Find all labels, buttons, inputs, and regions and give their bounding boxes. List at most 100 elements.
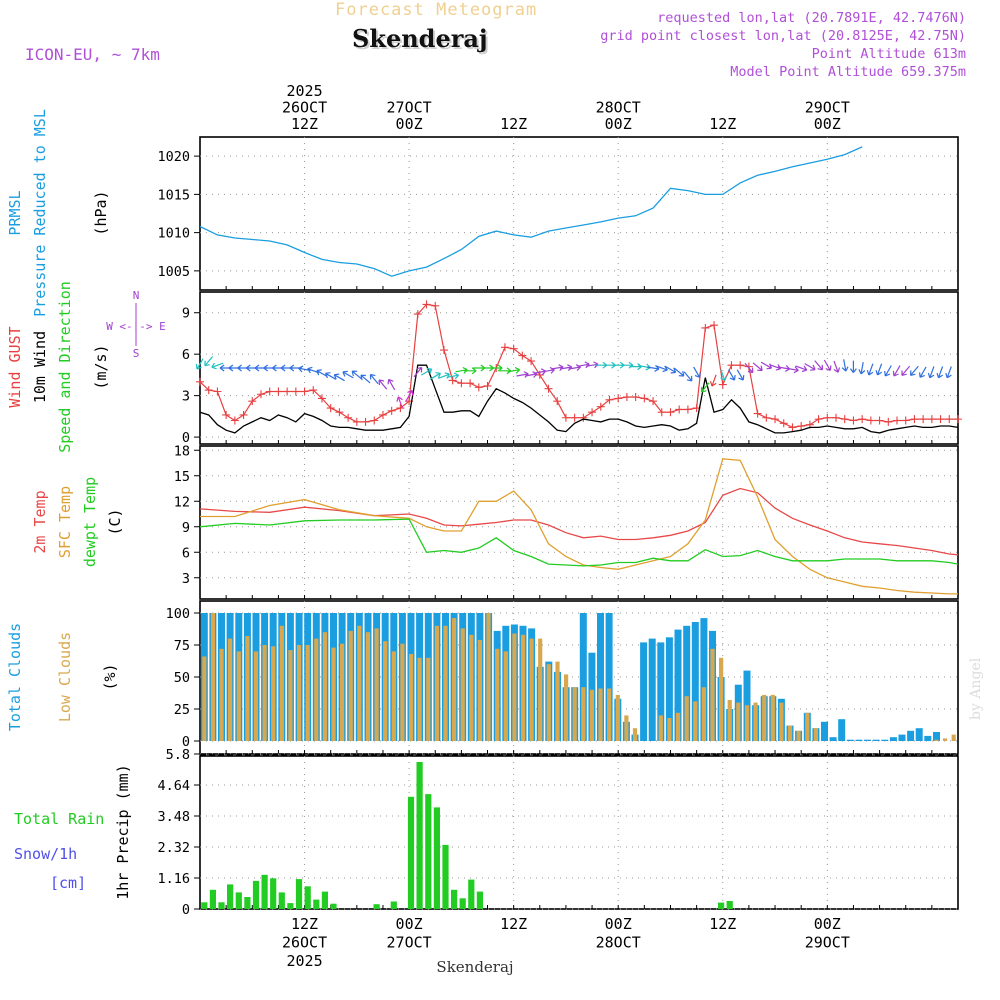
low-cloud-bar bbox=[383, 641, 388, 741]
gust-marker bbox=[945, 415, 954, 424]
gust-marker bbox=[788, 423, 797, 432]
gust-marker bbox=[396, 404, 405, 413]
wind-direction-arrow bbox=[736, 369, 745, 381]
wind-direction-arrow bbox=[875, 363, 883, 376]
gust-marker bbox=[727, 361, 736, 370]
gust-marker bbox=[893, 416, 902, 425]
gust-marker bbox=[344, 413, 353, 422]
wind-direction-arrow bbox=[369, 373, 379, 385]
low-cloud-bar bbox=[529, 638, 534, 741]
total-cloud-bar bbox=[821, 721, 828, 741]
gust-marker bbox=[196, 377, 204, 386]
low-cloud-bar bbox=[365, 632, 371, 741]
gust-marker bbox=[701, 323, 710, 332]
cloud-label-total: Total Clouds bbox=[6, 623, 24, 731]
panel-frame-temperature bbox=[199, 445, 959, 600]
total-cloud-bar bbox=[648, 638, 656, 741]
gust-marker bbox=[858, 415, 867, 424]
wind-direction-arrow bbox=[833, 360, 841, 373]
temp-label-dewpt: dewpt Temp bbox=[81, 477, 99, 567]
low-cloud-bar bbox=[727, 700, 732, 741]
top-time-label: 28OCT bbox=[596, 99, 641, 117]
low-cloud-bar bbox=[460, 628, 465, 741]
top-time-label: 29OCT bbox=[805, 99, 850, 117]
total-cloud-bar bbox=[915, 728, 923, 741]
gust-marker bbox=[596, 402, 605, 411]
low-cloud-bar bbox=[572, 687, 577, 741]
wind-direction-arrow bbox=[693, 366, 701, 378]
wind-direction-arrow bbox=[316, 369, 328, 378]
rain-bar bbox=[425, 794, 432, 909]
wind-direction-arrow bbox=[744, 363, 754, 374]
gust-marker bbox=[762, 413, 771, 422]
gust-marker bbox=[387, 406, 396, 415]
wind-direction-arrow bbox=[752, 362, 763, 372]
wind-direction-arrow bbox=[360, 374, 371, 384]
gust-marker bbox=[474, 383, 483, 392]
ytick-label-precip: 1.16 bbox=[157, 871, 190, 887]
ytick-label-precip: 0 bbox=[182, 902, 190, 918]
low-cloud-bar bbox=[434, 625, 439, 741]
dewpt-line bbox=[199, 518, 959, 567]
wind-direction-arrow bbox=[507, 366, 521, 374]
precip-label-unit: 1hr Precip (mm) bbox=[114, 764, 132, 899]
pressure-label-prmsl: PRMSL bbox=[6, 190, 24, 235]
total-cloud-bar bbox=[846, 739, 854, 741]
gust-marker bbox=[832, 413, 841, 422]
low-cloud-bar bbox=[710, 648, 715, 741]
total-cloud-bar bbox=[838, 719, 846, 741]
gust-marker bbox=[779, 419, 788, 428]
ytick-label-temperature: 9 bbox=[182, 520, 190, 536]
ytick-label-wind: 9 bbox=[182, 306, 190, 322]
wind-direction-arrow bbox=[396, 396, 403, 409]
top-time-label: 12Z bbox=[500, 115, 527, 133]
wind-direction-arrow bbox=[405, 389, 414, 402]
total-cloud-bar bbox=[864, 739, 871, 741]
low-cloud-bar bbox=[348, 630, 353, 741]
gust-marker bbox=[335, 408, 344, 417]
gust-marker bbox=[439, 346, 448, 355]
gust-marker bbox=[753, 409, 762, 418]
rain-bar bbox=[451, 889, 458, 909]
ytick-label-clouds: 50 bbox=[174, 670, 190, 686]
wind-direction-arrow bbox=[814, 360, 824, 371]
total-cloud-bar bbox=[579, 613, 587, 741]
low-cloud-bar bbox=[262, 645, 267, 741]
gust-marker bbox=[736, 361, 745, 370]
low-cloud-bar bbox=[305, 645, 310, 741]
low-cloud-bar bbox=[667, 718, 672, 741]
gust-marker bbox=[361, 417, 370, 426]
wind-direction-arrow bbox=[823, 359, 832, 371]
top-time-label: 00Z bbox=[396, 115, 423, 133]
wind-direction-arrow bbox=[720, 369, 727, 382]
rain-bar bbox=[407, 796, 415, 909]
rain-bar bbox=[209, 889, 216, 909]
wind-direction-arrow bbox=[760, 361, 773, 370]
rain-bar bbox=[287, 903, 294, 909]
bottom-time-label: 00Z bbox=[605, 915, 632, 933]
gust-marker bbox=[718, 380, 727, 389]
temp-label-2m: 2m Temp bbox=[31, 490, 49, 553]
top-time-label: 00Z bbox=[814, 115, 841, 133]
wind-direction-arrow bbox=[446, 372, 460, 380]
rain-bar bbox=[390, 901, 397, 909]
low-cloud-bar bbox=[615, 694, 620, 741]
low-cloud-bar bbox=[538, 638, 543, 741]
bottom-time-label: 2025 bbox=[286, 952, 322, 970]
low-cloud-bar bbox=[322, 632, 327, 741]
wind-direction-arrow bbox=[919, 366, 927, 378]
total-cloud-bar bbox=[924, 735, 932, 741]
gust-marker bbox=[431, 301, 440, 310]
ytick-label-precip: 2.32 bbox=[157, 840, 190, 856]
bottom-time-label: 12Z bbox=[291, 915, 318, 933]
ytick-label-temperature: 3 bbox=[182, 571, 190, 587]
gust-marker bbox=[265, 387, 274, 396]
rain-bar bbox=[218, 902, 225, 909]
rain-bar bbox=[304, 886, 311, 909]
gust-marker bbox=[378, 410, 387, 419]
ytick-label-clouds: 0 bbox=[182, 734, 190, 750]
wind-direction-arrow bbox=[892, 365, 901, 377]
gust-marker bbox=[927, 415, 936, 424]
gust-marker bbox=[300, 387, 309, 396]
top-time-label: 27OCT bbox=[387, 99, 432, 117]
